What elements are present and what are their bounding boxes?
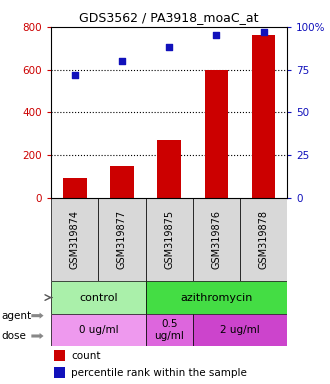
Bar [146,314,193,346]
Text: 0.5
ug/ml: 0.5 ug/ml [154,319,184,341]
Bar [205,70,228,198]
Text: GSM319875: GSM319875 [164,210,174,269]
Text: 2 ug/ml: 2 ug/ml [220,325,260,335]
Bar [193,198,240,281]
Bar [51,198,98,281]
Bar [110,166,134,198]
Bar [252,35,275,198]
Text: GSM319877: GSM319877 [117,210,127,269]
Text: azithromycin: azithromycin [180,293,252,303]
Bar [51,314,146,346]
Bar [146,281,287,314]
Bar [193,314,287,346]
Point [261,29,266,35]
Bar [63,177,86,198]
Bar [53,367,65,379]
Text: GSM319878: GSM319878 [258,210,269,269]
Point [119,58,125,64]
Point [214,32,219,38]
Bar [240,198,287,281]
Text: GSM319874: GSM319874 [70,210,80,269]
Text: count: count [71,351,101,361]
Point [72,72,77,78]
Text: GSM319876: GSM319876 [211,210,221,269]
Title: GDS3562 / PA3918_moaC_at: GDS3562 / PA3918_moaC_at [80,11,259,24]
Bar [157,140,181,198]
Bar [51,281,146,314]
Bar [146,198,193,281]
Text: control: control [79,293,118,303]
Text: percentile rank within the sample: percentile rank within the sample [71,368,247,378]
Bar [53,350,65,361]
Text: dose: dose [2,331,26,341]
Text: agent: agent [2,311,32,321]
Bar [98,198,146,281]
Text: 0 ug/ml: 0 ug/ml [79,325,118,335]
Point [166,44,172,50]
